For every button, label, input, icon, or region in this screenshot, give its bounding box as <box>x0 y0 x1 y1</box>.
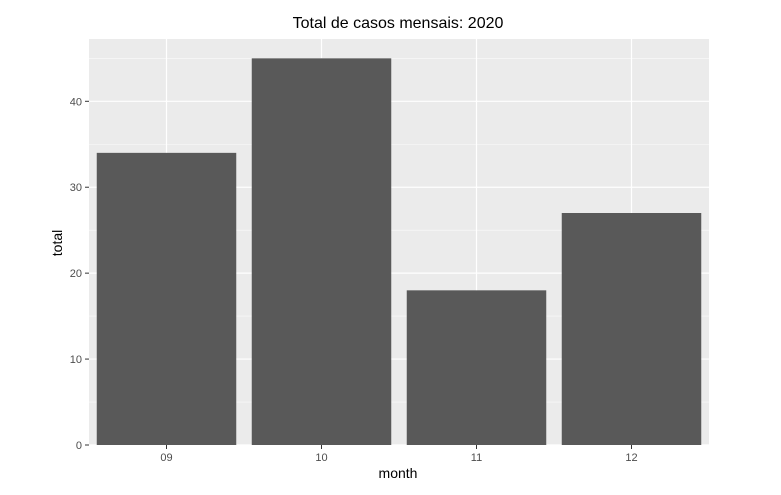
bar-12 <box>561 213 702 445</box>
bar-10 <box>251 58 392 445</box>
x-tick-label: 11 <box>471 452 482 464</box>
x-axis-title: month <box>379 465 418 481</box>
y-axis: 0 10 20 30 40 <box>70 96 89 452</box>
x-tick-label: 09 <box>160 452 172 464</box>
y-tick-label: 10 <box>70 354 82 366</box>
y-axis-title: total <box>49 230 65 256</box>
x-tick-label: 10 <box>315 452 327 464</box>
y-tick-label: 30 <box>70 182 82 194</box>
bars <box>96 58 702 445</box>
y-tick-label: 20 <box>70 268 82 280</box>
x-tick-label: 12 <box>625 452 637 464</box>
y-tick-label: 40 <box>70 96 82 108</box>
x-axis: 09 10 11 12 <box>160 445 638 464</box>
y-tick-label: 0 <box>76 440 82 452</box>
bar-09 <box>96 152 237 445</box>
bar-11 <box>406 290 547 445</box>
chart-title: Total de casos mensais: 2020 <box>293 15 504 32</box>
